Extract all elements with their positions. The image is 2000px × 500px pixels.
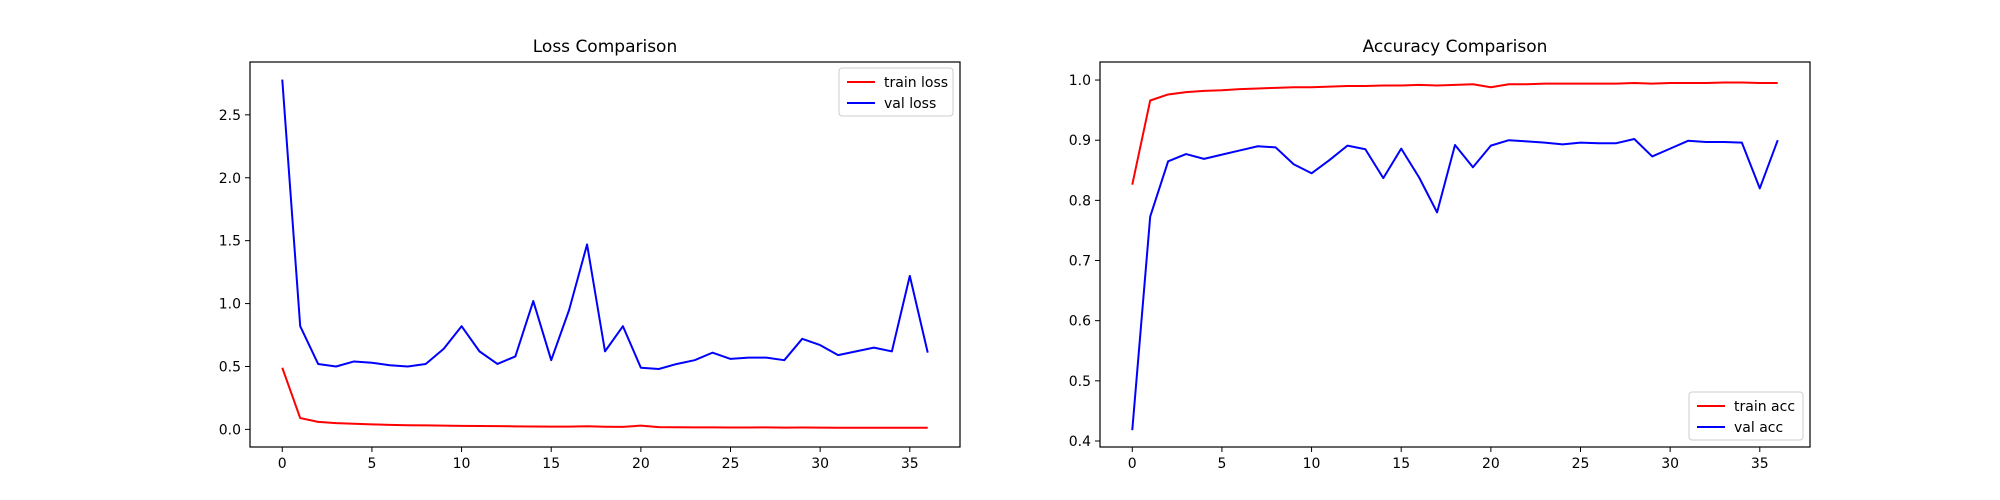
- legend-label: val acc: [1734, 420, 1783, 436]
- legend: train acc val acc: [1688, 391, 1804, 441]
- legend-label: train loss: [884, 75, 948, 91]
- y-tick-label: 0.0: [219, 422, 241, 438]
- y-tick-label: 1.0: [219, 297, 241, 313]
- legend-label: val loss: [884, 96, 936, 112]
- x-tick-label: 5: [367, 456, 376, 472]
- train-acc-line: [1131, 81, 1778, 185]
- y-tick-label: 0.6: [1069, 314, 1091, 330]
- x-tick-label: 20: [1482, 456, 1500, 472]
- chart-title: Accuracy Comparison: [1363, 37, 1548, 57]
- y-tick-label: 0.9: [1069, 133, 1091, 149]
- val-acc-line: [1131, 138, 1779, 431]
- x-tick-label: 15: [542, 456, 560, 472]
- plot-frame: [1099, 61, 1811, 448]
- y-tick-label: 2.5: [219, 108, 241, 124]
- loss-chart: Loss Comparison 0 5 10 15 20 25 30 35 0.0 0.5 1.0 1…: [219, 37, 961, 472]
- x-tick-label: 30: [1661, 456, 1679, 472]
- accuracy-chart: Accuracy Comparison 0 5 10 15 20 25 30 35 0.4 0.5…: [1069, 37, 1811, 472]
- x-tick-label: 5: [1217, 456, 1226, 472]
- x-tick-label: 25: [1572, 456, 1590, 472]
- x-tick-label: 25: [722, 456, 740, 472]
- chart-title: Loss Comparison: [533, 37, 677, 57]
- y-tick-label: 2.0: [219, 171, 241, 187]
- x-tick-label: 15: [1392, 456, 1410, 472]
- x-tick-label: 0: [278, 456, 287, 472]
- y-tick-label: 0.8: [1069, 193, 1091, 209]
- x-tick-label: 0: [1128, 456, 1137, 472]
- x-tick-label: 35: [901, 456, 919, 472]
- plot-frame: [249, 61, 961, 448]
- legend-label: train acc: [1734, 399, 1795, 415]
- x-tick-label: 35: [1751, 456, 1769, 472]
- x-tick-label: 10: [1303, 456, 1321, 472]
- y-tick-label: 1.0: [1069, 73, 1091, 89]
- y-tick-label: 0.5: [219, 359, 241, 375]
- x-tick-label: 20: [632, 456, 650, 472]
- y-tick-label: 0.5: [1069, 374, 1091, 390]
- x-tick-label: 10: [453, 456, 471, 472]
- x-tick-label: 30: [811, 456, 829, 472]
- val-loss-line: [281, 79, 929, 370]
- y-tick-label: 0.4: [1069, 434, 1091, 450]
- train-loss-line: [281, 367, 928, 429]
- y-tick-label: 0.7: [1069, 254, 1091, 270]
- y-tick-label: 1.5: [219, 234, 241, 250]
- legend: train loss val loss: [838, 67, 954, 117]
